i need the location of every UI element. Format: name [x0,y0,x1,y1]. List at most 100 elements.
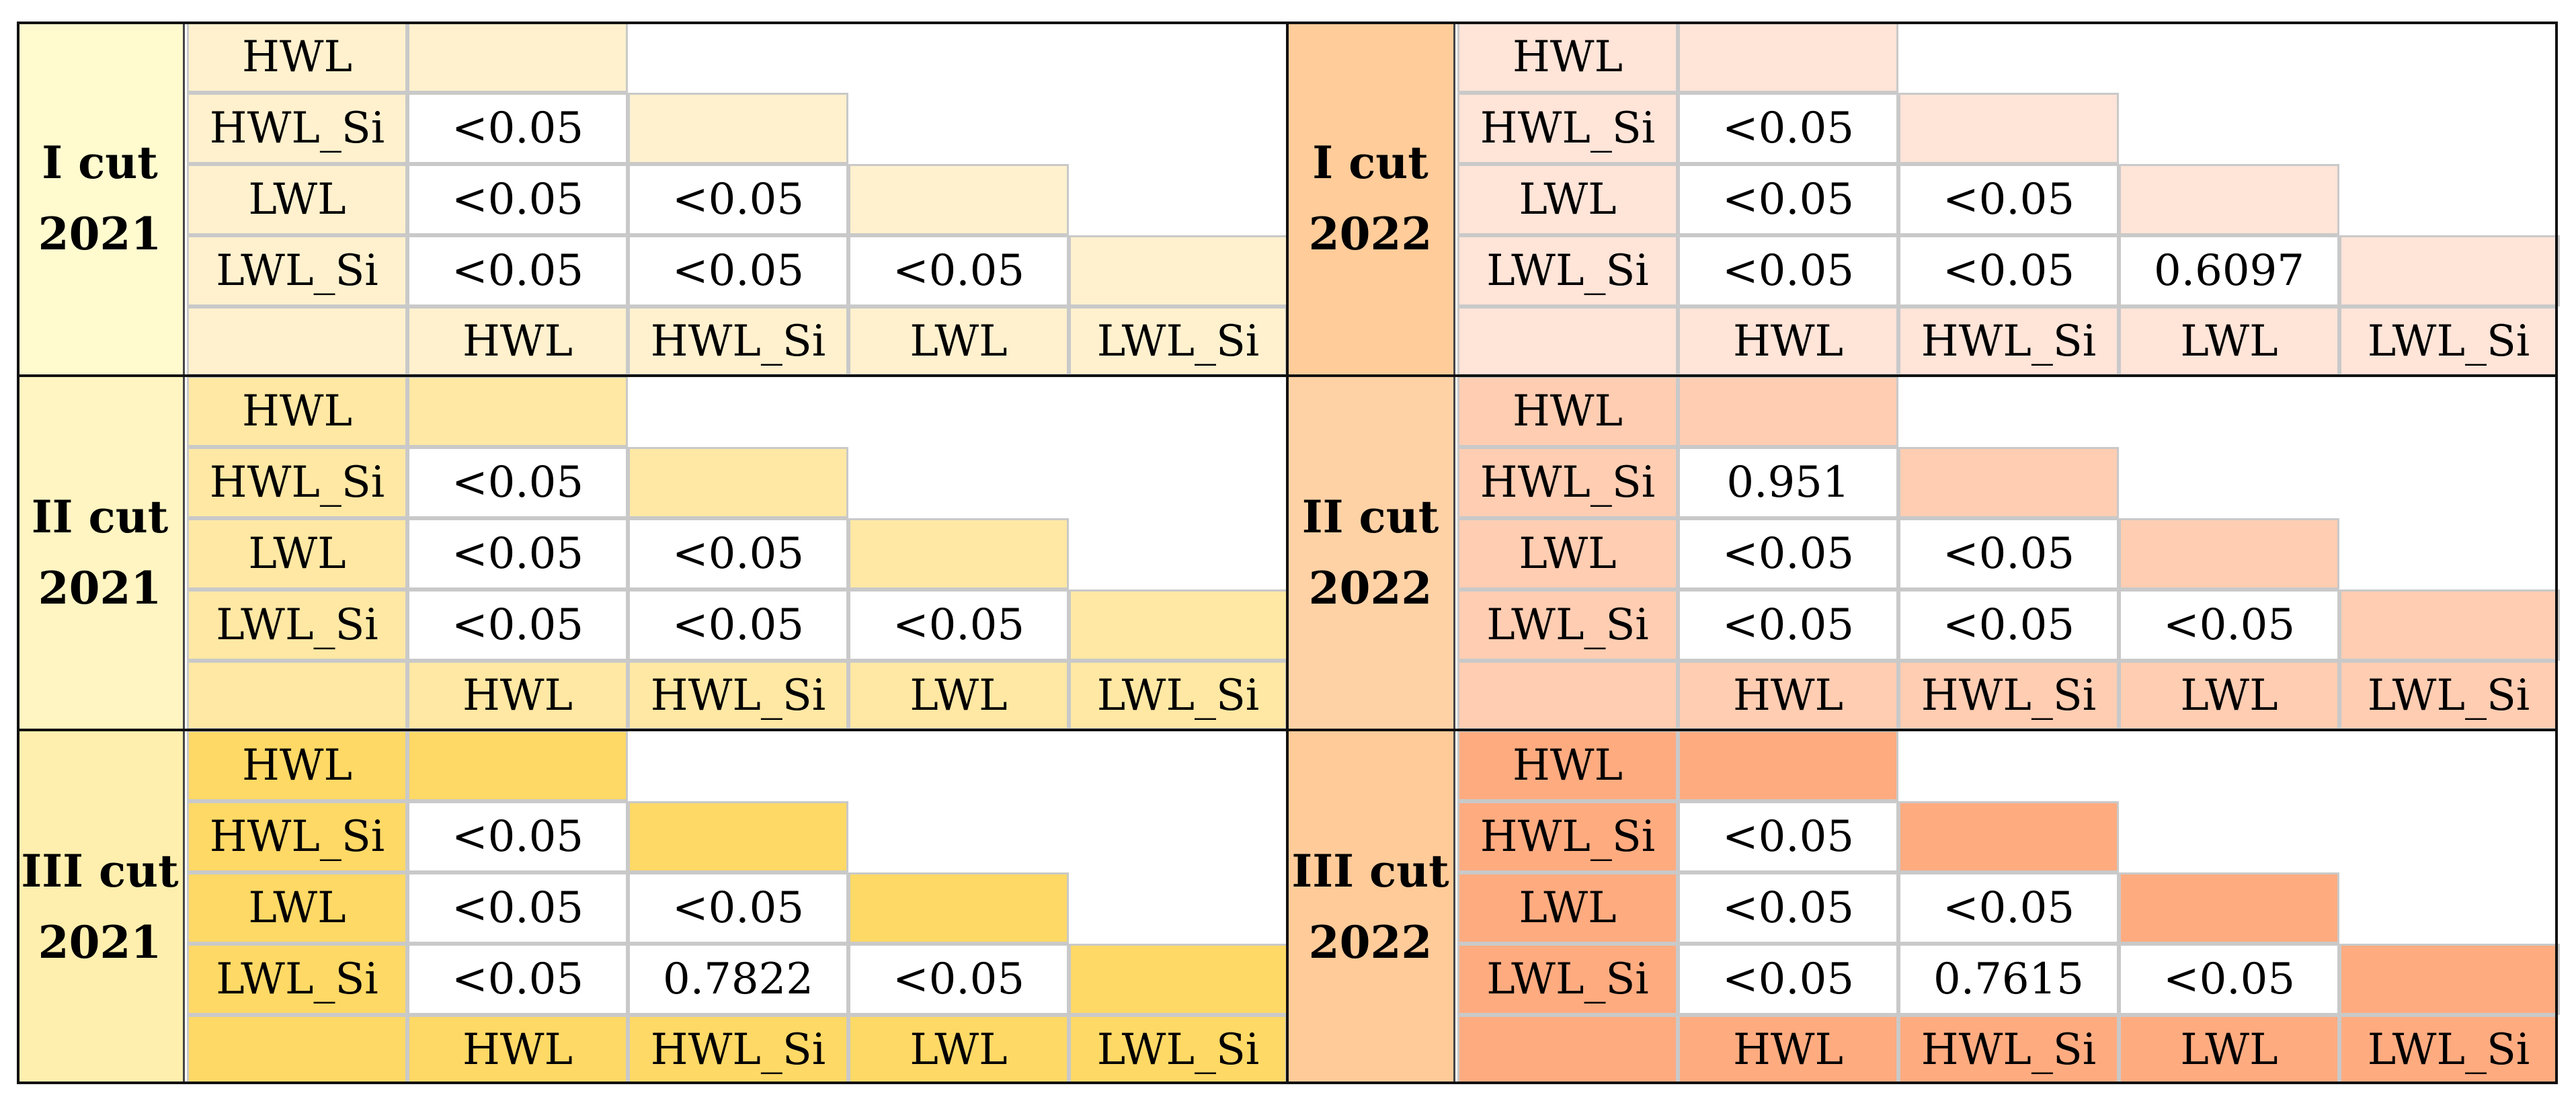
p-value-cell: 0.6097 [2119,235,2339,307]
column-label: LWL [2119,661,2339,730]
column-label: HWL [1678,307,1898,376]
cut-label: I cut [42,136,158,189]
p-value-cell: <0.05 [1898,518,2119,589]
row-label: LWL_Si [187,235,407,307]
cut-label: II cut [31,490,169,543]
p-value-cell: <0.05 [2119,944,2339,1015]
column-label: LWL_Si [2339,307,2558,376]
panel-header: I cut 2022 [1287,22,1455,376]
p-value-cell: <0.05 [848,235,1069,307]
cut-label: III cut [21,844,179,897]
row-label: HWL [187,730,407,801]
column-label: LWL_Si [2339,661,2558,730]
diagonal-cell [2339,589,2560,661]
diagonal-cell [1898,447,2119,518]
p-value-cell: 0.951 [1678,447,1898,518]
diagonal-cell [2119,872,2339,944]
row-label: LWL [1457,872,1678,944]
p-value-cell: <0.05 [628,164,848,235]
row-label: HWL [1457,22,1678,93]
row-label: HWL [1457,376,1678,447]
diagonal-cell [1069,589,1289,661]
row-label: HWL_Si [187,801,407,872]
column-label: LWL_Si [2339,1015,2558,1084]
column-label: LWL [2119,307,2339,376]
p-value-cell: <0.05 [628,518,848,589]
p-value-cell: <0.05 [407,944,628,1015]
p-value-cell: <0.05 [1898,235,2119,307]
row-label: LWL_Si [1457,589,1678,661]
row-label: HWL_Si [187,93,407,164]
diagonal-cell [407,730,628,801]
diagonal-cell [628,801,848,872]
column-label: HWL_Si [1898,1015,2119,1084]
diagonal-cell [407,22,628,93]
panel-1: I cut 2021 HWL HWL_Si <0.05 LWL <0.05 <0.05 LWL_… [17,22,1289,376]
panel-header: II cut 2021 [17,376,185,730]
panel-5: III cut 2021 HWL HWL_Si <0.05 LWL <0.05 <0.05 LW… [17,730,1289,1084]
column-label: HWL [1678,661,1898,730]
diagonal-cell [1678,376,1898,447]
p-value-cell: <0.05 [628,872,848,944]
column-label: LWL [848,1015,1069,1084]
corner-cell [1457,661,1678,730]
corner-cell [1457,1015,1678,1084]
panel-6: III cut 2022 HWL HWL_Si <0.05 LWL <0.05 <0.05 LW… [1287,730,2560,1084]
row-label: HWL [187,22,407,93]
column-label: HWL_Si [628,661,848,730]
corner-cell [187,1015,407,1084]
p-value-cell: <0.05 [2119,589,2339,661]
diagonal-cell [848,872,1069,944]
p-value-cell: <0.05 [1678,872,1898,944]
column-label: HWL [407,1015,628,1084]
diagonal-cell [628,93,848,164]
p-value-cell: <0.05 [1898,872,2119,944]
p-value-cell: 0.7615 [1898,944,2119,1015]
column-label: HWL_Si [628,1015,848,1084]
p-value-cell: <0.05 [407,589,628,661]
p-value-cell: <0.05 [407,801,628,872]
row-label: HWL_Si [1457,801,1678,872]
diagonal-cell [848,518,1069,589]
corner-cell [1457,307,1678,376]
column-label: LWL [2119,1015,2339,1084]
p-value-cell: <0.05 [1898,164,2119,235]
row-label: HWL [187,376,407,447]
column-label: LWL_Si [1069,1015,1287,1084]
row-label: LWL_Si [187,589,407,661]
p-value-cell: <0.05 [407,93,628,164]
diagonal-cell [848,164,1069,235]
p-value-cell: <0.05 [407,872,628,944]
row-label: LWL [1457,164,1678,235]
row-label: LWL_Si [187,944,407,1015]
column-label: HWL_Si [1898,661,2119,730]
row-label: LWL_Si [1457,235,1678,307]
panel-4: II cut 2022 HWL HWL_Si 0.951 LWL <0.05 <0.05 LWL… [1287,376,2560,730]
p-value-cell: <0.05 [407,518,628,589]
column-label: HWL_Si [628,307,848,376]
year-label: 2021 [38,915,162,969]
row-label: LWL [187,518,407,589]
p-value-cell: <0.05 [407,447,628,518]
p-value-cell: <0.05 [407,235,628,307]
column-label: HWL [407,661,628,730]
row-label: LWL [187,872,407,944]
year-label: 2021 [38,561,162,614]
p-value-cell: <0.05 [628,235,848,307]
diagonal-cell [1678,730,1898,801]
diagonal-cell [407,376,628,447]
row-label: HWL_Si [187,447,407,518]
diagonal-cell [1898,801,2119,872]
p-value-cell: <0.05 [1678,164,1898,235]
column-label: HWL [407,307,628,376]
column-label: LWL [848,661,1069,730]
row-label: LWL_Si [1457,944,1678,1015]
diagonal-cell [2339,235,2560,307]
corner-cell [187,307,407,376]
p-value-cell: <0.05 [1678,801,1898,872]
row-label: LWL [1457,518,1678,589]
pvalue-comparison-table: I cut 2021 HWL HWL_Si <0.05 LWL <0.05 <0.05 LWL_… [17,22,2560,1084]
row-label: HWL_Si [1457,447,1678,518]
column-label: LWL_Si [1069,661,1287,730]
row-label: HWL_Si [1457,93,1678,164]
